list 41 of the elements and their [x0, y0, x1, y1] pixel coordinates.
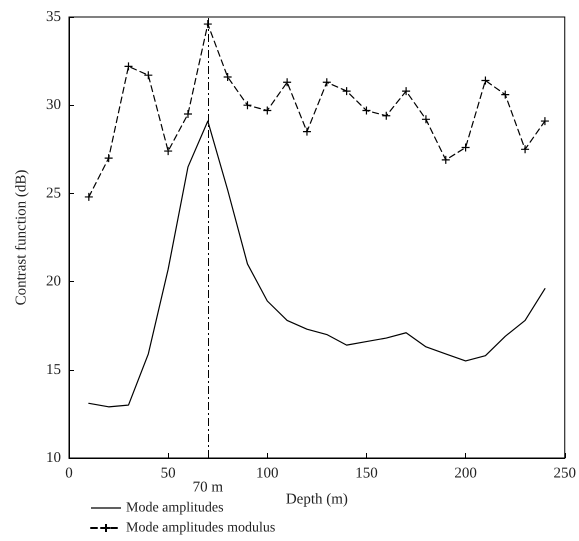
point	[183, 109, 193, 119]
x-tick-label: 200	[454, 466, 477, 482]
point	[223, 72, 232, 82]
point	[480, 76, 490, 86]
point	[362, 106, 372, 116]
point	[342, 86, 352, 96]
x-tick-label: 100	[256, 466, 279, 482]
point	[520, 144, 530, 154]
point	[242, 100, 252, 110]
point	[402, 86, 411, 96]
x-tick-label: 250	[554, 466, 576, 482]
point	[461, 142, 470, 152]
point	[322, 78, 332, 87]
x-tick-label: 50	[160, 466, 176, 482]
point	[104, 154, 114, 163]
x-axis-title: Depth (m)	[286, 492, 348, 508]
point	[124, 62, 134, 71]
legend-label: Mode amplitudes	[126, 500, 224, 516]
y-tick-label: 15	[46, 362, 61, 378]
point	[500, 90, 510, 100]
x-tick-label: 150	[355, 466, 378, 482]
legend-label: Mode amplitudes modulus	[126, 520, 276, 536]
point	[540, 116, 550, 126]
y-tick-label: 35	[46, 9, 61, 25]
point	[84, 192, 94, 202]
y-tick-label: 20	[46, 274, 61, 290]
point	[144, 70, 153, 80]
point	[302, 127, 312, 136]
point	[282, 78, 292, 87]
y-axis-title: Contrast function (dB)	[14, 170, 30, 306]
x-tick-label: 0	[65, 466, 73, 482]
point	[262, 106, 272, 116]
ref-line-label: 70 m	[192, 480, 224, 496]
point	[203, 19, 212, 29]
point	[421, 114, 431, 124]
y-tick-label: 30	[46, 97, 61, 114]
point	[164, 146, 173, 156]
y-tick-label: 10	[46, 450, 61, 466]
y-tick-label: 25	[46, 185, 61, 202]
point	[441, 155, 450, 164]
point	[382, 111, 391, 120]
